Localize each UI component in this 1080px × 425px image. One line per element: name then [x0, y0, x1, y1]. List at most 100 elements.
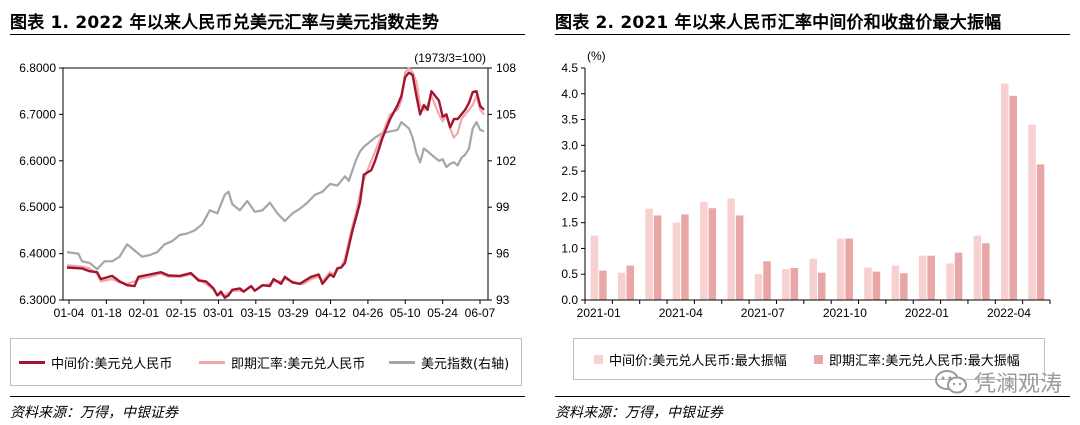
- y-tick-label: 0.0: [561, 293, 578, 307]
- bar-s0-2021-02: [618, 272, 626, 300]
- y-unit-label: (%): [587, 49, 606, 63]
- watermark-text: 凭澜观涛: [973, 372, 1062, 397]
- left-legend: 中间价:美元兑人民币 即期汇率:美元兑人民币 美元指数(右轴): [10, 338, 522, 386]
- x-tick-label: 05-24: [427, 306, 458, 320]
- series-line-0: [66, 71, 485, 299]
- bar-s0-2021-07: [754, 274, 763, 300]
- bar-s0-2022-04: [1001, 83, 1009, 300]
- y-tick-label: 4.0: [561, 87, 578, 101]
- bar-s0-2021-12: [891, 265, 900, 300]
- y-right-tick-label: 96: [496, 247, 510, 261]
- legend-swatch: [199, 361, 225, 364]
- x-tick-label: 2021-07: [741, 306, 785, 320]
- y-right-unit-label: (1973/3=100): [414, 51, 486, 65]
- x-tick-label: 2022-04: [987, 306, 1031, 320]
- bar-s1-2022-04: [1009, 95, 1017, 300]
- legend-swatch: [594, 355, 603, 364]
- y-tick-label: 1.0: [561, 241, 578, 255]
- left-source: 资料来源：万得，中银证券: [10, 405, 178, 421]
- x-tick-label: 05-10: [390, 306, 421, 320]
- x-tick-label: 04-12: [315, 306, 346, 320]
- x-tick-label: 04-26: [353, 306, 384, 320]
- bar-s0-2022-05: [1028, 124, 1036, 300]
- x-tick-label: 2022-01: [905, 306, 949, 320]
- legend-swatch: [389, 361, 415, 364]
- legend-swatch: [814, 355, 823, 364]
- right-chart-panel: 图表 2. 2021 年以来人民币汇率中间价和收盘价最大振幅 0.0 0.5 1.0…: [545, 0, 1080, 425]
- y-right-tick-label: 102: [496, 154, 516, 168]
- bar-s0-2022-03: [973, 235, 982, 300]
- left-line-chart: 6.3000 6.4000 6.5000 6.6000 6.7000 6.8000 93 96…: [19, 51, 516, 320]
- bar-s0-2022-02: [946, 263, 954, 300]
- legend-label: 即期汇率:美元兑人民币: [231, 357, 366, 372]
- series-line-1: [66, 66, 485, 297]
- bar-s1-2022-03: [982, 243, 990, 300]
- y-tick-label: 3.0: [561, 138, 578, 152]
- bar-s1-2021-02: [626, 265, 634, 300]
- x-tick-label: 01-18: [91, 306, 122, 320]
- watermark: 凭澜观涛: [934, 366, 1062, 398]
- bar-s1-2021-06: [735, 215, 744, 300]
- legend-label: 中间价:美元兑人民币: [51, 357, 173, 372]
- y-right-tick-label: 105: [496, 107, 516, 121]
- bar-s1-2021-05: [708, 208, 717, 300]
- wechat-icon: [934, 370, 967, 394]
- plot-frame: [62, 67, 489, 301]
- right-source: 资料来源：万得，中银证券: [555, 405, 723, 421]
- legend-label: 美元指数(右轴): [421, 357, 510, 372]
- y-left-tick-label: 6.7000: [19, 107, 56, 121]
- x-tick-label: 2021-04: [659, 306, 703, 320]
- bar-s1-2021-07: [763, 261, 771, 300]
- x-tick-label: 2021-01: [577, 306, 621, 320]
- bar-s1-2021-09: [818, 272, 826, 300]
- series-line-2: [66, 121, 485, 271]
- y-left-tick-label: 6.3000: [19, 293, 56, 307]
- right-title-rule: [555, 34, 1070, 35]
- x-tick-label: 03-15: [240, 306, 271, 320]
- bar-s1-2021-11: [872, 271, 881, 300]
- x-tick-label: 01-04: [54, 306, 85, 320]
- y-tick-label: 0.5: [561, 267, 578, 281]
- bar-s0-2021-10: [836, 238, 845, 300]
- bar-s1-2021-01: [599, 270, 607, 300]
- x-tick-label: 06-07: [465, 306, 496, 320]
- right-chart-title: 图表 2. 2021 年以来人民币汇率中间价和收盘价最大振幅: [555, 13, 1002, 33]
- bar-s1-2021-08: [790, 268, 799, 300]
- bar-s0-2021-05: [700, 202, 708, 300]
- x-tick-label: 2021-10: [823, 306, 867, 320]
- legend-item-spot-amplitude: 即期汇率:美元兑人民币:最大振幅: [814, 350, 1020, 369]
- y-left-tick-label: 6.5000: [19, 200, 56, 214]
- legend-item-dollar-index: 美元指数(右轴): [389, 353, 509, 372]
- bar-s1-2021-12: [900, 273, 908, 300]
- bar-s0-2021-11: [864, 267, 872, 300]
- y-right-tick-label: 108: [496, 61, 516, 75]
- bar-s0-2021-03: [645, 208, 653, 300]
- bar-s0-2021-06: [727, 198, 735, 300]
- y-right-tick-label: 99: [496, 200, 510, 214]
- legend-label: 即期汇率:美元兑人民币:最大振幅: [829, 354, 1020, 369]
- legend-item-mid-amplitude: 中间价:美元兑人民币:最大振幅: [594, 350, 787, 369]
- left-chart-title: 图表 1. 2022 年以来人民币兑美元汇率与美元指数走势: [10, 13, 440, 33]
- left-chart-panel: 图表 1. 2022 年以来人民币兑美元汇率与美元指数走势 6.3000 6.40…: [0, 0, 530, 425]
- y-tick-label: 3.5: [561, 113, 578, 127]
- y-tick-label: 2.0: [561, 190, 578, 204]
- bar-s0-2022-01: [918, 255, 927, 300]
- x-tick-label: 02-15: [166, 306, 197, 320]
- right-bar-chart: 0.0 0.5 1.0 1.5 2.0 2.5 3.0 3.5 4.0 4.5 (%) 2021-01…: [561, 49, 1051, 320]
- y-tick-label: 2.5: [561, 164, 578, 178]
- right-legend: 中间价:美元兑人民币:最大振幅 即期汇率:美元兑人民币:最大振幅: [573, 338, 1045, 380]
- y-left-tick-label: 6.8000: [19, 61, 56, 75]
- y-left-tick-label: 6.6000: [19, 154, 56, 168]
- left-title-rule: [10, 34, 525, 35]
- bar-s1-2022-01: [927, 255, 935, 300]
- bar-s0-2021-09: [809, 258, 817, 300]
- y-right-tick-label: 93: [496, 293, 510, 307]
- x-tick-label: 03-29: [278, 306, 309, 320]
- bar-s1-2022-02: [954, 252, 963, 300]
- right-source-rule: [555, 396, 1070, 397]
- bar-s1-2022-05: [1036, 164, 1045, 300]
- x-tick-label: 02-01: [128, 306, 159, 320]
- left-source-rule: [10, 396, 525, 397]
- legend-item-mid-rate: 中间价:美元兑人民币: [19, 353, 172, 372]
- legend-label: 中间价:美元兑人民币:最大振幅: [609, 354, 787, 369]
